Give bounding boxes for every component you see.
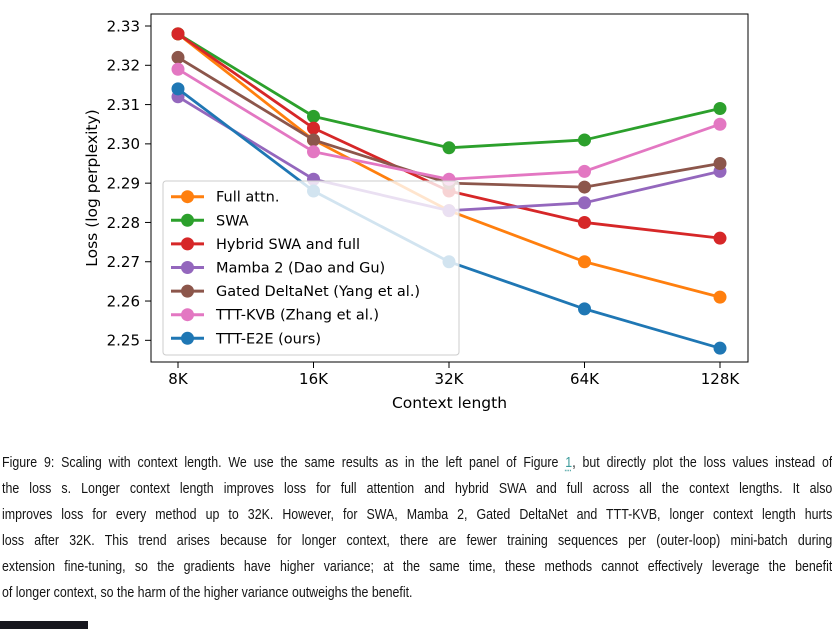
legend-marker — [181, 331, 194, 345]
legend-marker — [181, 213, 194, 227]
legend-label: Full attn. — [216, 190, 279, 206]
legend-label: Mamba 2 (Dao and Gu) — [216, 261, 385, 277]
figure-caption: Figure 9: Scaling with context length. W… — [2, 450, 832, 606]
x-tick-label: 8K — [168, 370, 189, 388]
x-tick-label: 64K — [570, 370, 600, 388]
caption-line-1-suffix: , but directly plot the loss values inst… — [572, 455, 832, 471]
data-point — [578, 164, 591, 178]
data-point — [578, 255, 591, 269]
x-axis-label: Context length — [392, 394, 507, 412]
legend-box — [162, 180, 460, 356]
caption-line-6: of longer context, so the harm of the hi… — [2, 585, 413, 601]
legend-label: TTT-E2E (ours) — [215, 331, 321, 347]
bottom-left-dark-bar — [0, 621, 88, 629]
series-line — [177, 68, 721, 181]
legend-label: Hybrid SWA and full — [216, 237, 360, 253]
data-point — [713, 117, 727, 131]
caption-line-3: improves loss for every method up to 32K… — [2, 507, 832, 523]
data-point — [713, 157, 727, 171]
data-point — [713, 341, 727, 355]
data-point — [442, 141, 456, 155]
y-tick-label: 2.28 — [107, 214, 140, 232]
legend-item-ttt-e2e-ours: TTT-E2E (ours) — [171, 331, 321, 347]
data-point — [578, 133, 591, 147]
x-axis: 8K 16K 32K 64K 128K — [168, 362, 740, 388]
y-tick-label: 2.32 — [107, 57, 140, 75]
data-point — [171, 27, 185, 41]
series-gated-deltanet-yang-et-al — [171, 50, 727, 194]
data-point — [171, 82, 185, 96]
y-tick-label: 2.30 — [107, 135, 140, 153]
legend-item-full-attn: Full attn. — [171, 190, 279, 206]
data-point — [578, 196, 591, 210]
caption-line-2: the loss s. Longer context length improv… — [2, 481, 832, 497]
legend-marker — [181, 261, 194, 274]
x-tick-label: 32K — [435, 370, 465, 388]
data-point — [578, 180, 591, 194]
data-point — [713, 290, 727, 304]
loss-chart: 2.33 2.32 2.31 2.30 2.29 2.28 2.27 2.26 2.25 8K 16… — [83, 13, 749, 412]
data-point — [307, 145, 320, 159]
legend-item-hybrid-swa-and-full: Hybrid SWA and full — [171, 237, 360, 253]
data-point — [171, 50, 185, 64]
legend-item-swa: SWA — [171, 213, 249, 229]
legend-item-mamba-2-dao-and-gu: Mamba 2 (Dao and Gu) — [171, 261, 385, 277]
caption-line-1-prefix: Figure 9: Scaling with context length. W… — [2, 455, 566, 471]
data-point — [307, 133, 320, 147]
data-point — [578, 215, 591, 229]
data-point — [713, 102, 727, 116]
y-tick-label: 2.27 — [107, 253, 140, 271]
y-tick-label: 2.26 — [107, 292, 140, 310]
caption-line-5: extension fine-tuning, so the gradients … — [2, 559, 832, 575]
y-tick-label: 2.33 — [107, 17, 140, 35]
y-tick-label: 2.25 — [107, 332, 140, 350]
legend: Full attn. SWA Hybrid SWA and full Mamba 2 … — [162, 180, 460, 356]
legend-marker — [181, 190, 194, 204]
series-line — [177, 56, 721, 189]
figure-1-link[interactable]: 1 — [565, 455, 573, 471]
data-point — [713, 231, 727, 245]
data-point — [171, 62, 185, 76]
y-tick-label: 2.31 — [107, 96, 140, 114]
legend-label: TTT-KVB (Zhang et al.) — [215, 308, 379, 324]
data-point — [307, 109, 320, 123]
series-swa — [171, 27, 727, 155]
legend-item-gated-deltanet-yang-et-al: Gated DeltaNet (Yang et al.) — [171, 284, 420, 300]
x-tick-label: 128K — [701, 370, 741, 388]
data-point — [307, 121, 320, 135]
data-point — [578, 302, 591, 316]
y-tick-label: 2.29 — [107, 174, 140, 192]
caption-line-1: Figure 9: Scaling with context length. W… — [2, 450, 832, 476]
y-axis: 2.33 2.32 2.31 2.30 2.29 2.28 2.27 2.26 2.25 — [107, 17, 151, 350]
legend-marker — [181, 284, 194, 298]
y-axis-label: Loss (log perplexity) — [83, 109, 101, 266]
legend-label: Gated DeltaNet (Yang et al.) — [216, 284, 420, 300]
loss-chart-svg: 2.33 2.32 2.31 2.30 2.29 2.28 2.27 2.26 2.25 8K 16… — [83, 13, 749, 412]
legend-item-ttt-kvb-zhang-et-al: TTT-KVB (Zhang et al.) — [171, 308, 379, 324]
legend-marker — [181, 308, 194, 322]
caption-line-4: loss after 32K. This trend arises becaus… — [2, 533, 832, 549]
legend-label: SWA — [216, 213, 249, 229]
x-tick-label: 16K — [299, 370, 329, 388]
legend-marker — [181, 237, 194, 251]
